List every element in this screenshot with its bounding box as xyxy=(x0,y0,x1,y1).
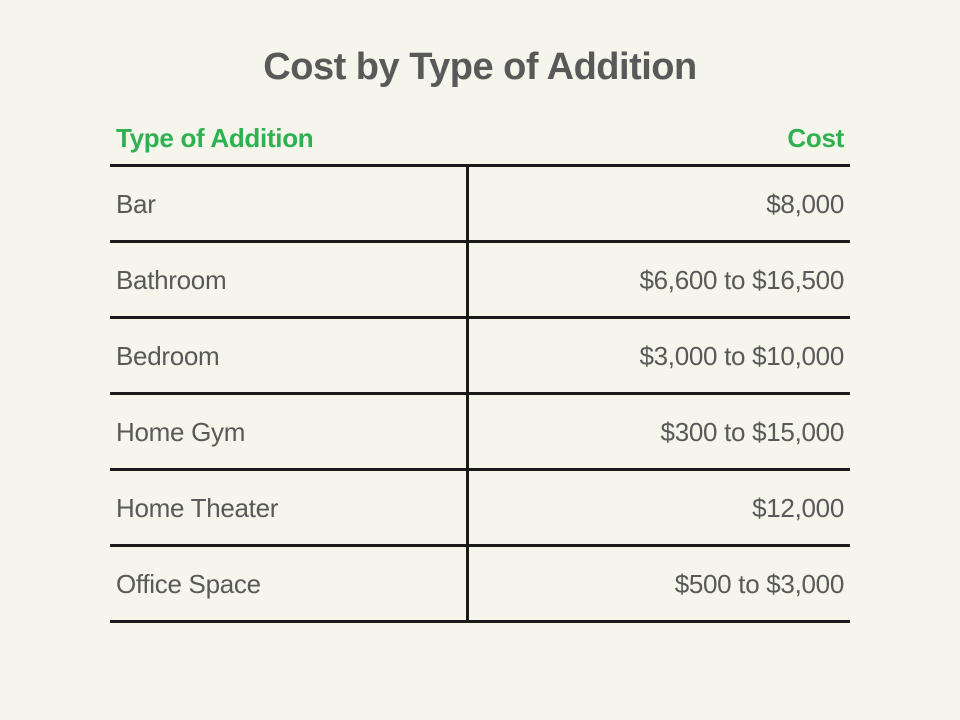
table-row: Home Gym $300 to $15,000 xyxy=(110,395,850,471)
cell-type: Office Space xyxy=(110,547,469,620)
cell-type: Home Theater xyxy=(110,471,469,544)
cell-type: Bathroom xyxy=(110,243,469,316)
cell-cost: $500 to $3,000 xyxy=(469,547,850,620)
cell-cost: $3,000 to $10,000 xyxy=(469,319,850,392)
table-row: Bar $8,000 xyxy=(110,167,850,243)
cell-type: Bedroom xyxy=(110,319,469,392)
table-header-row: Type of Addition Cost xyxy=(110,123,850,167)
cost-table: Type of Addition Cost Bar $8,000 Bathroo… xyxy=(110,123,850,623)
cell-cost: $12,000 xyxy=(469,471,850,544)
cell-cost: $8,000 xyxy=(469,167,850,240)
page-title: Cost by Type of Addition xyxy=(263,46,696,89)
cell-cost: $300 to $15,000 xyxy=(469,395,850,468)
col-header-cost: Cost xyxy=(469,123,850,164)
cell-type: Bar xyxy=(110,167,469,240)
table-row: Bathroom $6,600 to $16,500 xyxy=(110,243,850,319)
cell-cost: $6,600 to $16,500 xyxy=(469,243,850,316)
table-row: Bedroom $3,000 to $10,000 xyxy=(110,319,850,395)
cell-type: Home Gym xyxy=(110,395,469,468)
col-header-type: Type of Addition xyxy=(110,123,469,164)
table-row: Office Space $500 to $3,000 xyxy=(110,547,850,623)
table-row: Home Theater $12,000 xyxy=(110,471,850,547)
